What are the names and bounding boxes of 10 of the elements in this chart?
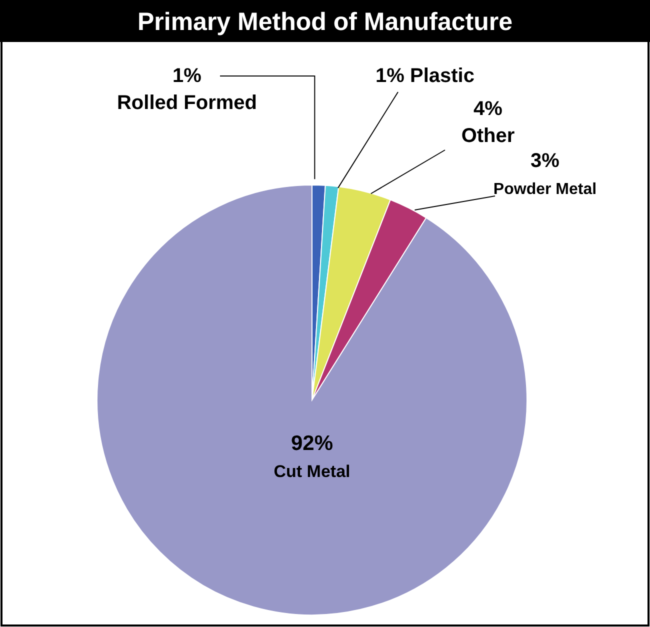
chart-title: Primary Method of Manufacture xyxy=(137,8,513,36)
data-label: 4% xyxy=(474,98,503,120)
data-label: 92% xyxy=(290,432,334,455)
data-label: 1% xyxy=(172,65,202,87)
slice-label: Other xyxy=(461,125,515,147)
data-label: 3% xyxy=(530,150,560,172)
slice-label: Cut Metal xyxy=(274,462,350,481)
slice-label: 1% Plastic xyxy=(376,65,474,87)
slice-label: Powder Metal xyxy=(493,181,597,198)
slice-label: Rolled Formed xyxy=(116,92,258,114)
